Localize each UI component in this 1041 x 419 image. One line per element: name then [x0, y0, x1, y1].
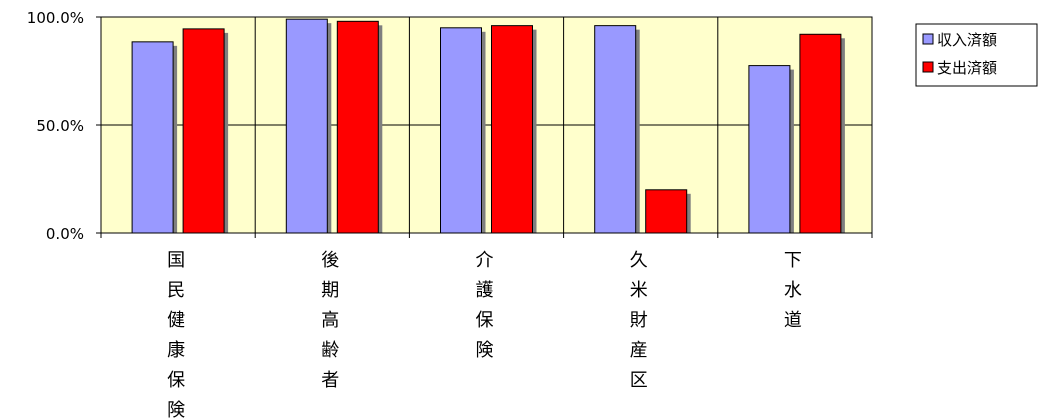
bar-income	[285, 18, 328, 234]
bar-expense	[799, 33, 842, 234]
legend-label: 支出済額	[937, 59, 997, 77]
x-category-char: 保	[476, 310, 494, 331]
x-category-char: 後	[321, 250, 339, 271]
x-category-char: 健	[167, 310, 185, 331]
x-category-char: 道	[784, 310, 802, 331]
bar-expense	[491, 25, 533, 234]
legend-swatch	[922, 61, 934, 73]
x-category-char: 保	[167, 370, 185, 391]
y-axis: 0.0% 50.0% 100.0%	[27, 9, 102, 243]
bar-expense	[182, 28, 225, 234]
x-category-char: 齢	[321, 340, 339, 361]
bar-expense	[645, 189, 688, 234]
legend-label: 収入済額	[937, 31, 997, 49]
x-category-char: 米	[630, 280, 648, 301]
x-category-char: 産	[630, 340, 648, 361]
x-category-char: 期	[321, 280, 339, 301]
x-category-char: 国	[167, 250, 185, 271]
x-category-char: 者	[321, 370, 339, 391]
gridlines	[101, 17, 872, 233]
y-tick-label: 50.0%	[36, 117, 84, 135]
x-category-char: 険	[476, 340, 494, 361]
x-category-char: 下	[784, 250, 802, 271]
x-category-char: 民	[167, 280, 185, 301]
x-category-char: 水	[784, 280, 802, 301]
x-category-char: 区	[630, 370, 648, 391]
x-category-char: 険	[167, 400, 185, 419]
y-tick-label: 0.0%	[46, 225, 84, 243]
x-category-char: 康	[167, 340, 185, 361]
bar-expense	[336, 20, 379, 234]
bar-income	[748, 65, 791, 234]
x-category-char: 高	[321, 310, 339, 331]
bar-income	[440, 27, 482, 234]
legend-swatch	[922, 33, 934, 45]
bar-income	[131, 41, 174, 234]
y-tick-label: 100.0%	[27, 9, 84, 27]
bar-income	[594, 25, 637, 234]
bars	[131, 18, 845, 234]
legend-box	[915, 23, 1038, 87]
x-category-label: 下水道	[784, 250, 802, 331]
x-category-char: 財	[630, 310, 648, 331]
x-category-char: 護	[476, 280, 494, 301]
x-category-char: 久	[630, 250, 648, 271]
x-category-char: 介	[476, 250, 494, 271]
